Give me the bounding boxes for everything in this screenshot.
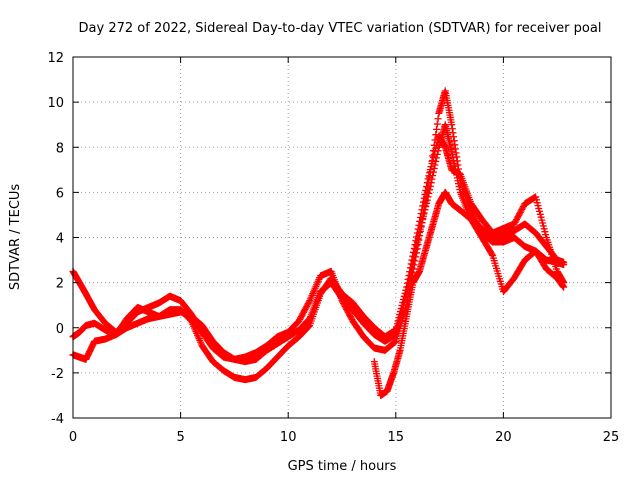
data-point	[420, 194, 428, 202]
data-point	[425, 172, 433, 180]
data-point	[423, 183, 431, 191]
data-point	[416, 217, 424, 225]
data-point	[433, 120, 441, 128]
data-point	[405, 272, 413, 280]
data-point	[419, 198, 427, 206]
data-point	[416, 214, 424, 222]
data-point	[417, 210, 425, 218]
y-tick-label: 0	[56, 322, 64, 337]
data-point	[488, 250, 496, 258]
data-points	[69, 87, 568, 399]
data-point	[429, 156, 437, 164]
data-point	[401, 289, 409, 297]
data-point	[427, 163, 435, 171]
y-tick-label: 12	[47, 51, 64, 66]
data-point	[393, 323, 401, 331]
x-tick-label: 15	[388, 430, 405, 445]
data-point	[305, 298, 313, 306]
y-tick-label: 6	[56, 186, 64, 201]
data-point	[423, 199, 431, 207]
x-tick-label: 10	[280, 430, 297, 445]
data-point	[410, 244, 418, 252]
data-point	[402, 286, 410, 294]
data-point	[414, 225, 422, 233]
y-tick-label: 8	[56, 141, 64, 156]
data-point	[413, 229, 421, 237]
data-point	[304, 323, 312, 331]
x-axis-label: GPS time / hours	[288, 459, 397, 474]
data-point	[411, 241, 419, 249]
data-point	[415, 221, 423, 229]
y-tick-label: -4	[51, 412, 64, 427]
data-point	[400, 292, 408, 300]
data-point	[431, 161, 439, 169]
data-point	[413, 233, 421, 241]
data-point	[399, 295, 407, 303]
data-point	[397, 305, 405, 313]
data-point	[422, 186, 430, 194]
grid-lines	[73, 57, 611, 418]
data-point	[418, 206, 426, 214]
data-point	[429, 153, 437, 161]
x-tick-label: 5	[176, 430, 184, 445]
data-point	[394, 317, 402, 325]
data-point	[409, 252, 417, 260]
data-point	[406, 264, 414, 272]
data-point	[433, 141, 441, 149]
data-point	[430, 150, 438, 158]
data-point	[393, 320, 401, 328]
data-point	[432, 144, 440, 152]
data-point	[426, 166, 434, 174]
axis-ticks: -4 -2 0 2 4 6 8 10 12 0 5 10 15 20 25	[47, 51, 619, 445]
data-point	[434, 115, 442, 123]
data-point	[407, 260, 415, 268]
chart-title: Day 272 of 2022, Sidereal Day-to-day VTE…	[79, 21, 602, 36]
y-tick-label: 4	[56, 232, 64, 247]
data-point	[424, 175, 432, 183]
data-point	[395, 314, 403, 322]
data-point	[560, 258, 568, 266]
data-point	[423, 179, 431, 187]
data-point	[426, 169, 434, 177]
data-point	[406, 268, 414, 276]
x-tick-label: 25	[603, 430, 620, 445]
y-tick-label: 10	[47, 96, 64, 111]
data-point	[409, 248, 417, 256]
data-point	[431, 147, 439, 155]
data-point	[560, 283, 568, 291]
data-point	[428, 160, 436, 168]
data-point	[396, 308, 404, 316]
data-point	[412, 237, 420, 245]
series-track-4	[370, 188, 568, 399]
data-point	[433, 125, 441, 133]
y-tick-label: 2	[56, 277, 64, 292]
data-point	[305, 322, 313, 330]
data-point	[396, 311, 404, 319]
x-tick-label: 0	[69, 430, 77, 445]
data-point	[392, 326, 400, 334]
data-point	[404, 275, 412, 283]
data-point	[399, 298, 407, 306]
data-point	[432, 131, 440, 139]
data-point	[432, 157, 440, 165]
data-point	[408, 256, 416, 264]
y-axis-label: SDTVAR / TECUs	[8, 184, 23, 291]
y-tick-label: -2	[51, 367, 64, 382]
series-track-3	[69, 132, 568, 384]
data-point	[398, 302, 406, 310]
data-point	[421, 190, 429, 198]
x-tick-label: 20	[495, 430, 512, 445]
data-point	[419, 202, 427, 210]
